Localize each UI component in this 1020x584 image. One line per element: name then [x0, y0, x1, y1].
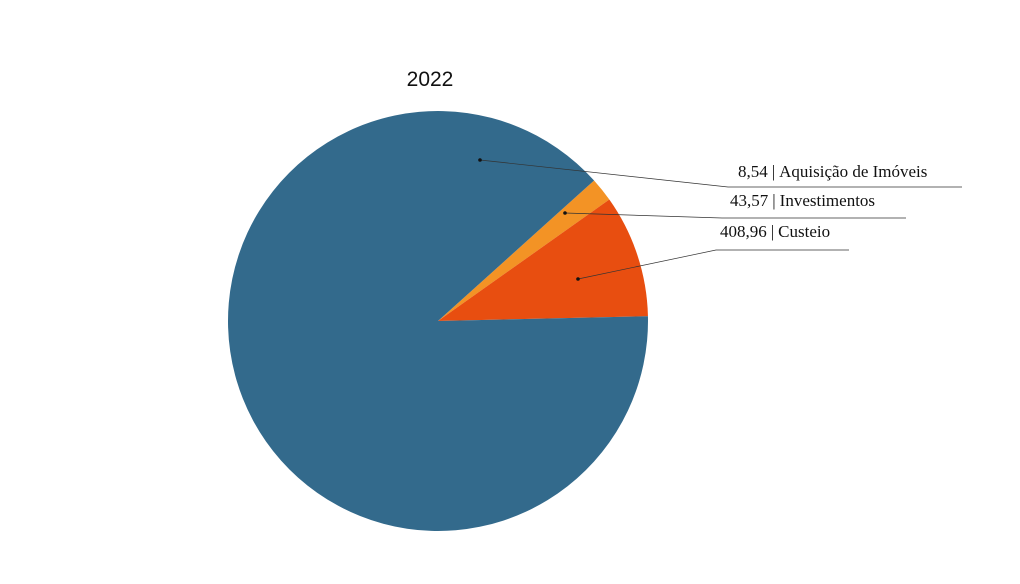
pie-slice: [228, 110, 649, 531]
label-separator: |: [771, 222, 774, 241]
value-label: 8,54: [738, 162, 768, 181]
category-label: Aquisição de Imóveis: [779, 162, 927, 181]
leader-dot: [478, 158, 482, 162]
chart-title: 2022: [407, 68, 454, 91]
data-label: 408,96 | Custeio: [720, 222, 830, 241]
data-label: 43,57 | Investimentos: [730, 191, 875, 210]
pie-slice: [438, 199, 648, 321]
value-label: 408,96: [720, 222, 767, 241]
leader-dot: [576, 277, 580, 281]
leader-line: [564, 212, 906, 219]
leader-line: [577, 249, 849, 280]
label-separator: |: [772, 162, 775, 181]
category-label: Investimentos: [780, 191, 875, 210]
data-label: 8,54 | Aquisição de Imóveis: [738, 162, 927, 181]
pie-slice: [438, 180, 610, 321]
value-label: 43,57: [730, 191, 769, 210]
category-label: Custeio: [778, 222, 830, 241]
leader-dot: [563, 211, 567, 215]
leader-line: [479, 159, 962, 188]
label-separator: |: [772, 191, 775, 210]
